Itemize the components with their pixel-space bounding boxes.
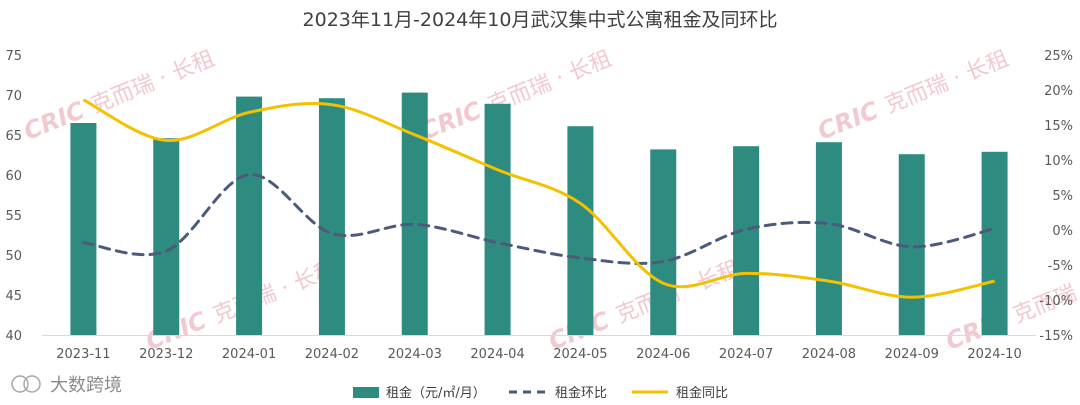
watermark-text: 克而瑞 · 长租 <box>882 46 1013 118</box>
x-tick: 2024-10 <box>967 347 1021 362</box>
yoy-line <box>82 98 995 299</box>
watermark-text: 克而瑞 · 长租 <box>613 256 744 328</box>
left-axis: 40 45 50 55 60 65 70 75 <box>5 49 22 344</box>
left-tick: 70 <box>5 89 22 104</box>
legend-swatch-rent <box>353 387 379 398</box>
bar-2024-08 <box>815 142 842 335</box>
bar-2024-03 <box>401 92 428 335</box>
left-tick: 40 <box>5 329 22 344</box>
right-tick: 0% <box>1052 224 1073 239</box>
bar-2024-02 <box>318 98 345 335</box>
right-axis: -15% -10% -5% 0% 5% 10% 15% 20% 25% <box>1039 49 1073 344</box>
bar-2024-07 <box>733 146 760 335</box>
bar-2023-12 <box>153 138 180 335</box>
x-tick: 2024-06 <box>636 347 690 362</box>
x-axis: 2023-11 2023-12 2024-01 2024-02 2024-03 2024-… <box>42 335 1036 362</box>
right-tick: -10% <box>1039 294 1073 309</box>
x-tick: 2023-12 <box>139 347 193 362</box>
x-tick: 2024-04 <box>470 347 524 362</box>
source-mark: 大数跨境 <box>11 375 122 396</box>
bar-2024-05 <box>567 126 594 335</box>
x-tick: 2024-01 <box>222 347 276 362</box>
mom-line <box>81 173 997 265</box>
legend-label-yoy: 租金同比 <box>676 385 728 401</box>
right-tick: 15% <box>1044 119 1073 134</box>
x-tick: 2024-08 <box>802 347 856 362</box>
watermark-text: 克而瑞 · 长租 <box>88 46 219 118</box>
bar-2024-10 <box>981 151 1008 335</box>
source-icon-ring <box>23 375 41 393</box>
right-tick: 20% <box>1044 84 1073 99</box>
x-tick: 2024-03 <box>388 347 442 362</box>
left-tick: 45 <box>5 289 22 304</box>
x-tick: 2024-07 <box>719 347 773 362</box>
bar-2024-06 <box>650 149 677 335</box>
left-tick: 75 <box>5 49 22 64</box>
left-tick: 60 <box>5 169 22 184</box>
x-tick: 2023-11 <box>56 347 110 362</box>
line-series <box>81 98 997 299</box>
x-tick: 2024-02 <box>305 347 359 362</box>
source-icon <box>11 375 29 393</box>
x-tick: 2024-09 <box>885 347 939 362</box>
right-tick: -5% <box>1048 259 1073 274</box>
watermark-logo: CRIC <box>814 96 883 146</box>
left-tick: 55 <box>5 209 22 224</box>
bar-2024-04 <box>484 103 511 335</box>
right-tick: 10% <box>1044 154 1073 169</box>
x-tick: 2024-05 <box>553 347 607 362</box>
right-tick: 25% <box>1044 49 1073 64</box>
source-label: 大数跨境 <box>50 375 122 396</box>
chart-title: 2023年11月-2024年10月武汉集中式公寓租金及同环比 <box>303 9 778 31</box>
right-tick: 5% <box>1052 189 1073 204</box>
left-tick: 65 <box>5 129 22 144</box>
right-tick: -15% <box>1039 329 1073 344</box>
left-tick: 50 <box>5 249 22 264</box>
legend-label-rent: 租金（元/㎡/月） <box>386 385 486 401</box>
bar-2024-01 <box>236 96 263 335</box>
bar-series <box>70 92 1008 335</box>
bar-2023-11 <box>70 123 97 335</box>
legend-label-mom: 租金环比 <box>555 385 607 401</box>
legend: 租金（元/㎡/月） 租金环比 租金同比 <box>353 385 728 401</box>
